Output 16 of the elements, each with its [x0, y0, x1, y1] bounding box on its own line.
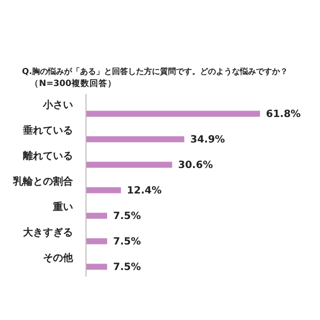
value-label: 61.8%	[266, 108, 301, 120]
title: Q.胸の悩みが「ある」と回答した方に質問です。どのような悩みですか？	[22, 66, 288, 76]
category-label: 離れている	[23, 150, 73, 162]
value-label: 30.6%	[178, 160, 213, 171]
subtitle: （N=300複数回答）	[30, 79, 116, 89]
value-label: 34.9%	[190, 134, 225, 146]
category-label: その他	[43, 252, 73, 264]
value-label: 7.5%	[113, 210, 141, 222]
value-label: 7.5%	[113, 262, 141, 273]
category-label: 重い	[53, 202, 73, 213]
category-label: 小さい	[43, 100, 73, 111]
category-label: 垂れている	[23, 125, 73, 136]
value-label: 7.5%	[113, 236, 141, 248]
category-label: 大きすぎる	[23, 227, 73, 238]
value-label: 12.4%	[126, 185, 162, 196]
category-label: 乳輪との割合	[13, 176, 73, 188]
